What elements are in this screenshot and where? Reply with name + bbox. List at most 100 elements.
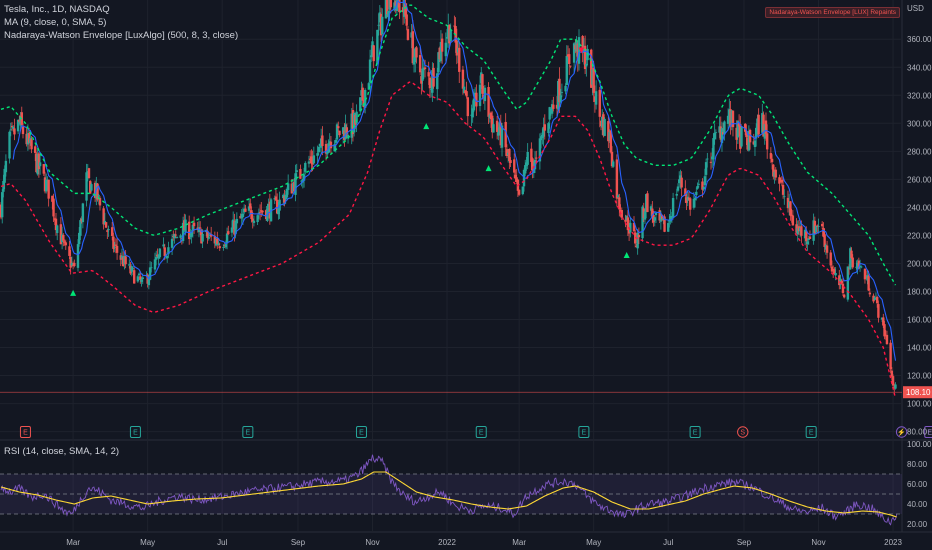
candle-body (351, 110, 355, 135)
current-price-tag (903, 386, 932, 399)
chart-grid (0, 0, 932, 533)
candle-body (71, 265, 75, 266)
candle-body (181, 222, 185, 242)
candle-body (651, 208, 654, 217)
candle-body (679, 175, 682, 182)
candle-body (772, 164, 775, 177)
candle-body (564, 85, 567, 92)
candle-body (693, 197, 697, 201)
symbol-title[interactable]: Tesla, Inc., 1D, NASDAQ (4, 4, 110, 15)
candle-body (123, 255, 126, 265)
candle-body (515, 177, 518, 183)
candle-body (1, 192, 4, 218)
event-marker-earnings[interactable]: E (689, 426, 701, 438)
candle-body (615, 159, 619, 199)
candle-body (787, 202, 791, 208)
candle-body (139, 276, 142, 280)
candle-body (422, 67, 426, 71)
event-marker-earnings[interactable]: E (805, 426, 817, 438)
candle-body (69, 257, 72, 268)
candle-body (709, 161, 713, 163)
candle-body (157, 254, 160, 259)
candle-body (867, 276, 870, 291)
candle-body (456, 48, 460, 53)
candle-body (37, 153, 41, 170)
candle-body (239, 215, 242, 219)
candle-body (543, 124, 546, 131)
candle-body (350, 113, 353, 138)
candle-body (359, 97, 362, 112)
ma-legend[interactable]: MA (9, close, 0, SMA, 5) (4, 17, 107, 28)
candle-body (420, 76, 423, 84)
candle-body (304, 162, 307, 172)
candle-body (247, 206, 251, 211)
candle-body (355, 111, 358, 124)
candle-body (635, 246, 638, 247)
event-marker-label: E (809, 430, 814, 437)
event-marker-dividend[interactable]: ⚡ (895, 426, 908, 438)
candle-body (566, 54, 570, 57)
candle-body (345, 127, 349, 135)
event-marker-earnings[interactable]: E (475, 426, 487, 438)
candle-body (401, 7, 405, 13)
candle-body (747, 131, 751, 151)
candle-body (388, 0, 391, 10)
envelope-legend[interactable]: Nadaraya-Watson Envelope [LuxAlgo] (500,… (4, 30, 239, 41)
candle-body (377, 24, 380, 26)
candle-body (301, 178, 305, 183)
candle-body (868, 292, 872, 295)
candle-body (575, 40, 578, 52)
candle-body (170, 238, 174, 248)
candle-body (175, 236, 179, 238)
candle-body (120, 255, 124, 259)
candle-body (62, 234, 65, 241)
candle-body (874, 297, 878, 299)
candle-body (21, 126, 25, 135)
rsi-legend-label[interactable]: RSI (14, close, SMA, 14, 2) (4, 446, 120, 457)
candle-body (284, 194, 287, 200)
rsi-tick-label: 80.00 (907, 460, 928, 469)
y-tick-label: 300.00 (907, 119, 932, 128)
event-marker-earnings[interactable]: E (129, 426, 141, 438)
candle-body (689, 198, 692, 210)
candle-body (574, 45, 577, 50)
candle-body (830, 266, 834, 272)
candle-body (42, 164, 45, 174)
candle-body (765, 133, 769, 150)
candle-body (68, 246, 71, 256)
candle-body (696, 186, 699, 189)
candle-body (761, 113, 764, 133)
candle-body (412, 57, 416, 65)
event-marker-earnings[interactable]: E (578, 426, 590, 438)
rsi-tick-label: 40.00 (907, 500, 928, 509)
candle-body (880, 317, 884, 320)
candle-body (140, 279, 143, 282)
event-marker-earnings-past[interactable]: E (19, 426, 31, 438)
candle-body (471, 108, 474, 118)
candle-body (104, 222, 108, 228)
candle-body (641, 206, 644, 239)
candle-body (478, 84, 482, 107)
event-marker-label: E (246, 430, 251, 437)
candle-body (187, 221, 191, 240)
candle-body (823, 234, 826, 247)
candle-body (885, 334, 889, 345)
sell-signal-triangle (578, 47, 585, 54)
event-marker-earnings[interactable]: E (242, 426, 254, 438)
event-marker-shape (689, 426, 701, 438)
candle-body (555, 104, 559, 109)
candle-body (427, 72, 430, 77)
candle-body (164, 255, 168, 258)
candle-body (395, 0, 399, 11)
candle-body (59, 224, 63, 245)
candle-body (440, 38, 444, 52)
event-marker-earnings[interactable]: E (355, 426, 367, 438)
candle-body (711, 156, 714, 160)
candle-body (316, 153, 319, 156)
candle-body (341, 127, 345, 134)
event-marker-earnings-future[interactable]: E (924, 426, 932, 438)
candle-body (141, 277, 144, 280)
event-marker-split[interactable]: S (737, 426, 749, 438)
candle-body (438, 47, 441, 60)
